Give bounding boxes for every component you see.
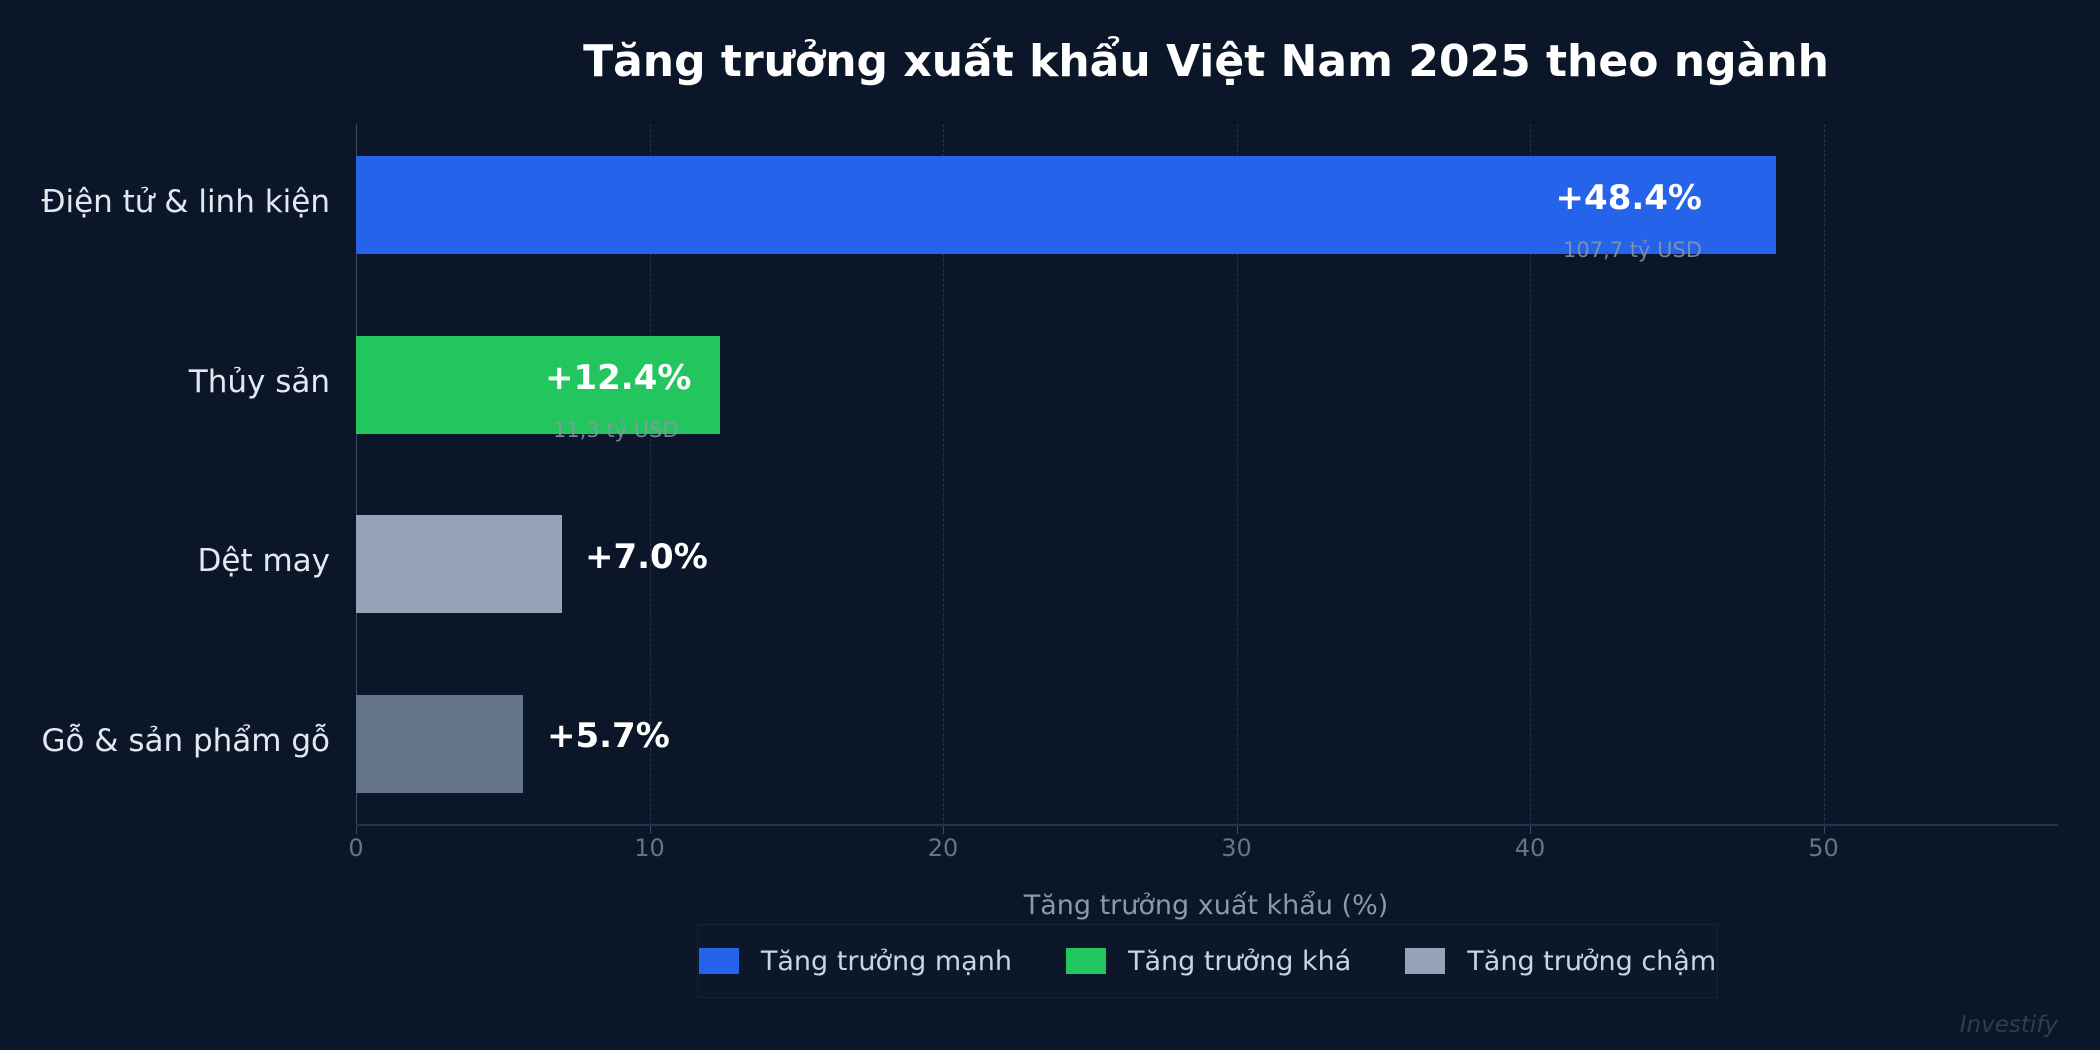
x-tick-label: 50 (1808, 834, 1839, 862)
category-label: Dệt may (197, 543, 331, 579)
x-tick-label: 30 (1221, 834, 1252, 862)
gridline-30 (1236, 124, 1238, 826)
bar-value-label: +5.7% (547, 716, 670, 756)
x-tick (1823, 826, 1825, 834)
x-tick (1530, 826, 1531, 834)
gridline-20 (943, 124, 944, 826)
bar-value-label: +7.0% (585, 537, 708, 577)
y-axis-line (356, 124, 357, 826)
bar-value-label: +12.4% (545, 358, 692, 398)
legend-item-slow[interactable]: Tăng trưởng chậm (1405, 946, 1716, 977)
bar-textiles[interactable] (356, 515, 562, 613)
legend-item-good[interactable]: Tăng trưởng khá (1065, 945, 1352, 977)
x-tick (356, 826, 357, 834)
watermark: Investify (1959, 1012, 2058, 1038)
legend-swatch-icon (698, 948, 739, 974)
bar-seafood[interactable] (356, 336, 720, 434)
gridline-50 (1823, 124, 1825, 826)
legend-swatch-icon (1065, 948, 1106, 974)
bar-sub-label: 11,3 tỷ USD (553, 418, 679, 442)
x-axis-line (356, 824, 2058, 826)
legend-label: Tăng trưởng khá (1127, 945, 1352, 977)
bar-sub-label: 107,7 tỷ USD (1562, 238, 1702, 262)
plot-area: 0 10 20 30 40 50 +48.4% 107,7 tỷ USD +12… (348, 124, 2058, 862)
bar-electronics[interactable] (356, 156, 1776, 254)
x-tick-label: 40 (1514, 834, 1546, 862)
category-label: Điện tử & linh kiện (41, 184, 330, 220)
legend-label: Tăng trưởng chậm (1467, 945, 1717, 977)
gridline-40 (1530, 124, 1531, 826)
legend-item-strong[interactable]: Tăng trưởng mạnh (698, 945, 1012, 977)
chart-title: Tăng trưởng xuất khẩu Việt Nam 2025 theo… (583, 36, 1829, 87)
x-tick-label: 10 (634, 834, 665, 862)
x-tick (649, 826, 651, 834)
legend: Tăng trưởng mạnh Tăng trưởng khá Tăng tr… (697, 924, 1718, 998)
legend-swatch-icon (1405, 948, 1446, 974)
legend-label: Tăng trưởng mạnh (760, 945, 1012, 977)
x-axis-title: Tăng trưởng xuất khẩu (%) (1023, 890, 1389, 921)
category-label: Gỗ & sản phẩm gỗ (41, 723, 330, 759)
bar-value-label: +48.4% (1555, 178, 1702, 218)
x-tick (943, 826, 944, 834)
category-label: Thủy sản (188, 364, 330, 400)
gridline-10 (649, 124, 651, 826)
bar-wood[interactable] (356, 695, 523, 793)
x-tick-label: 0 (348, 834, 364, 862)
x-tick-label: 20 (927, 834, 959, 862)
x-tick (1236, 826, 1238, 834)
